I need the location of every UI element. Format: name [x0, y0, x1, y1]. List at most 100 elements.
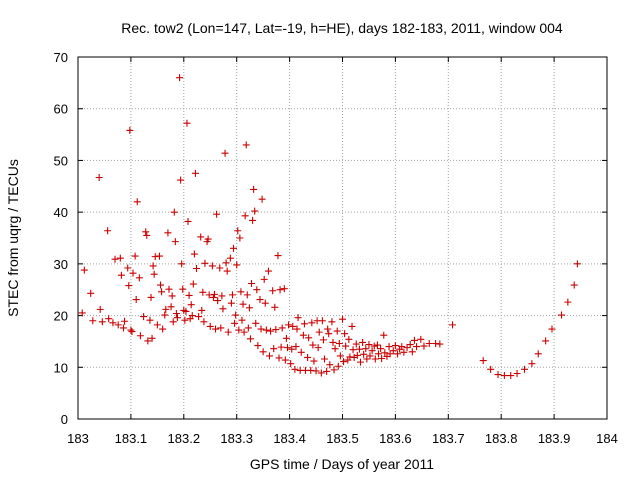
data-point — [570, 281, 578, 289]
data-point — [487, 365, 495, 373]
data-point — [366, 352, 374, 360]
data-point — [420, 342, 428, 350]
data-point — [449, 321, 457, 329]
data-point — [261, 299, 269, 307]
data-point — [319, 336, 327, 344]
data-point — [126, 126, 134, 134]
data-point — [169, 318, 177, 326]
x-tick-label: 183.8 — [485, 431, 518, 446]
data-point — [494, 371, 502, 379]
data-point — [276, 286, 284, 294]
data-point — [121, 317, 129, 325]
data-point — [164, 229, 172, 237]
data-point — [210, 290, 218, 298]
data-point — [167, 303, 175, 311]
data-point — [323, 367, 331, 375]
data-point — [214, 297, 222, 305]
data-point — [283, 344, 291, 352]
data-point — [183, 119, 191, 127]
x-tick-label: 184 — [596, 431, 618, 446]
data-point — [212, 325, 220, 333]
data-point — [182, 307, 190, 315]
data-point — [564, 298, 572, 306]
data-point — [260, 275, 268, 283]
data-point — [363, 355, 371, 363]
data-point — [191, 169, 199, 177]
data-point — [143, 231, 151, 239]
data-point — [219, 305, 227, 313]
x-tick-label: 183.4 — [273, 431, 306, 446]
data-point — [162, 305, 170, 313]
data-point — [246, 335, 254, 343]
data-point — [241, 212, 249, 220]
data-point — [178, 260, 186, 268]
data-point — [362, 345, 370, 353]
data-point — [335, 339, 343, 347]
x-axis-label: GPS time / Days of year 2011 — [250, 456, 434, 472]
data-point — [228, 291, 236, 299]
data-point — [507, 372, 515, 380]
data-point — [192, 265, 200, 273]
data-point — [206, 322, 214, 330]
data-point — [245, 304, 253, 312]
data-point — [341, 330, 349, 338]
data-point — [380, 331, 388, 339]
data-point — [342, 342, 350, 350]
grid — [78, 57, 607, 419]
data-point — [125, 282, 133, 290]
data-point — [292, 343, 300, 351]
data-point — [274, 252, 282, 260]
data-point — [218, 292, 226, 300]
data-point — [253, 286, 261, 294]
data-point — [317, 369, 325, 377]
x-tick-label: 183.7 — [432, 431, 465, 446]
data-point — [398, 343, 406, 351]
data-point — [179, 285, 187, 293]
data-point — [227, 299, 235, 307]
data-point — [368, 347, 376, 355]
data-point — [111, 255, 119, 263]
data-point — [131, 252, 139, 260]
data-point — [289, 322, 297, 330]
data-point — [188, 312, 196, 320]
data-point — [333, 327, 341, 335]
data-point — [236, 234, 244, 242]
data-point — [558, 311, 566, 319]
data-point — [352, 340, 360, 348]
data-point — [240, 328, 248, 336]
data-point — [181, 316, 189, 324]
data-point — [213, 210, 221, 218]
y-tick-label: 50 — [54, 153, 68, 168]
data-point — [334, 362, 342, 370]
data-point — [353, 351, 361, 359]
data-point — [238, 316, 246, 324]
data-point — [136, 332, 144, 340]
data-point — [339, 315, 346, 323]
data-point — [280, 285, 288, 293]
data-point — [370, 342, 378, 350]
data-point — [128, 328, 136, 336]
data-point — [315, 328, 323, 336]
data-point — [267, 327, 275, 335]
data-point — [80, 266, 88, 274]
data-point — [256, 296, 264, 304]
data-point — [142, 228, 150, 236]
data-point — [150, 270, 158, 278]
data-point — [275, 354, 283, 362]
data-point — [406, 341, 414, 349]
data-point — [105, 315, 113, 323]
data-point — [116, 254, 124, 262]
data-point — [479, 357, 487, 365]
data-point — [359, 338, 367, 346]
data-point — [300, 320, 308, 328]
data-point — [408, 348, 416, 356]
data-point — [391, 342, 399, 350]
data-point — [282, 334, 290, 342]
data-point — [184, 217, 192, 225]
x-tick-label: 183.9 — [538, 431, 571, 446]
y-tick-label: 40 — [54, 205, 68, 220]
data-point — [165, 285, 173, 293]
data-point — [324, 325, 332, 333]
data-point — [239, 300, 247, 308]
data-point — [272, 326, 280, 334]
